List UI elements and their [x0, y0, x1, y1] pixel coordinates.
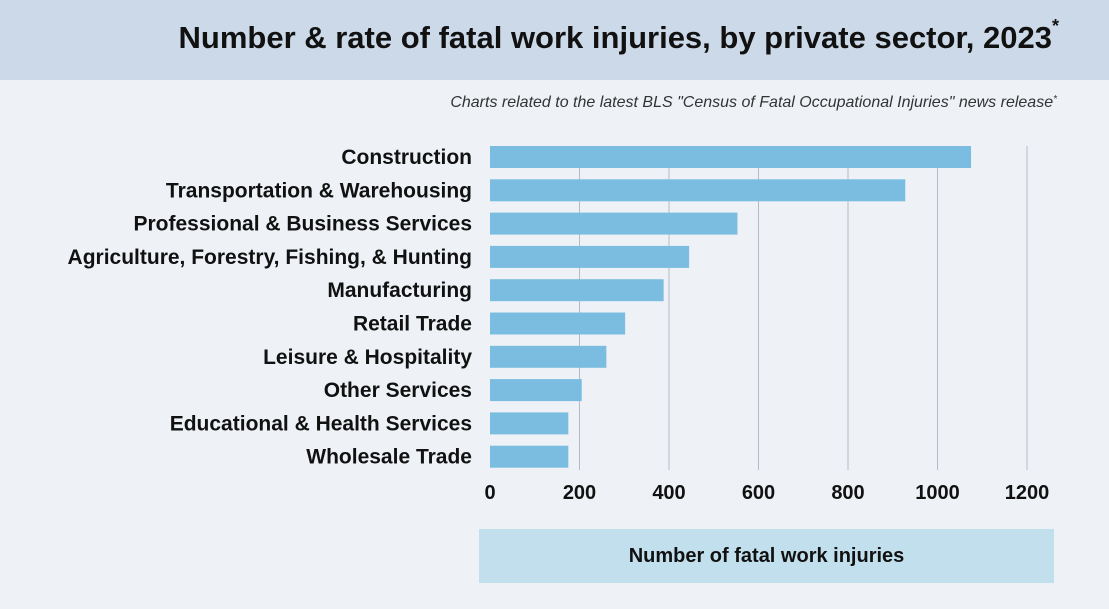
bar-4 — [490, 279, 664, 302]
x-tick-label-800: 800 — [831, 482, 864, 504]
subtitle-footnote-mark: * — [1053, 94, 1057, 105]
chart-title: Number & rate of fatal work injuries, by… — [178, 16, 1060, 56]
bar-7 — [490, 379, 582, 402]
bar-9 — [490, 445, 569, 468]
category-label-7: Other Services — [324, 379, 472, 402]
title-footnote-mark: * — [1051, 16, 1059, 36]
category-label-8: Educational & Health Services — [170, 412, 472, 435]
category-label-3: Agriculture, Forestry, Fishing, & Huntin… — [68, 246, 472, 269]
x-tick-label-1000: 1000 — [915, 482, 960, 504]
x-tick-label-1200: 1200 — [1005, 482, 1050, 504]
bar-5 — [490, 312, 626, 335]
bar-8 — [490, 412, 569, 435]
category-label-5: Retail Trade — [353, 313, 472, 336]
category-label-2: Professional & Business Services — [134, 213, 473, 236]
bar-3 — [490, 245, 690, 268]
bar-0 — [490, 146, 972, 168]
category-label-9: Wholesale Trade — [306, 446, 472, 469]
x-axis-label: Number of fatal work injuries — [479, 529, 1054, 583]
category-label-0: Construction — [341, 146, 472, 169]
x-tick-label-0: 0 — [484, 482, 495, 504]
category-label-4: Manufacturing — [327, 279, 472, 302]
chart-title-text: Number & rate of fatal work injuries, by… — [178, 20, 1052, 55]
chart-subtitle-text: Charts related to the latest BLS "Census… — [450, 94, 1054, 111]
category-label-6: Leisure & Hospitality — [263, 346, 472, 369]
chart-subtitle: Charts related to the latest BLS "Census… — [450, 94, 1057, 112]
x-tick-label-600: 600 — [742, 482, 775, 504]
bar-2 — [490, 212, 738, 235]
bar-6 — [490, 345, 607, 368]
x-tick-label-400: 400 — [652, 482, 685, 504]
title-band — [0, 0, 1109, 80]
x-tick-label-200: 200 — [563, 482, 596, 504]
bar-1 — [490, 179, 906, 202]
category-label-1: Transportation & Warehousing — [166, 179, 472, 202]
